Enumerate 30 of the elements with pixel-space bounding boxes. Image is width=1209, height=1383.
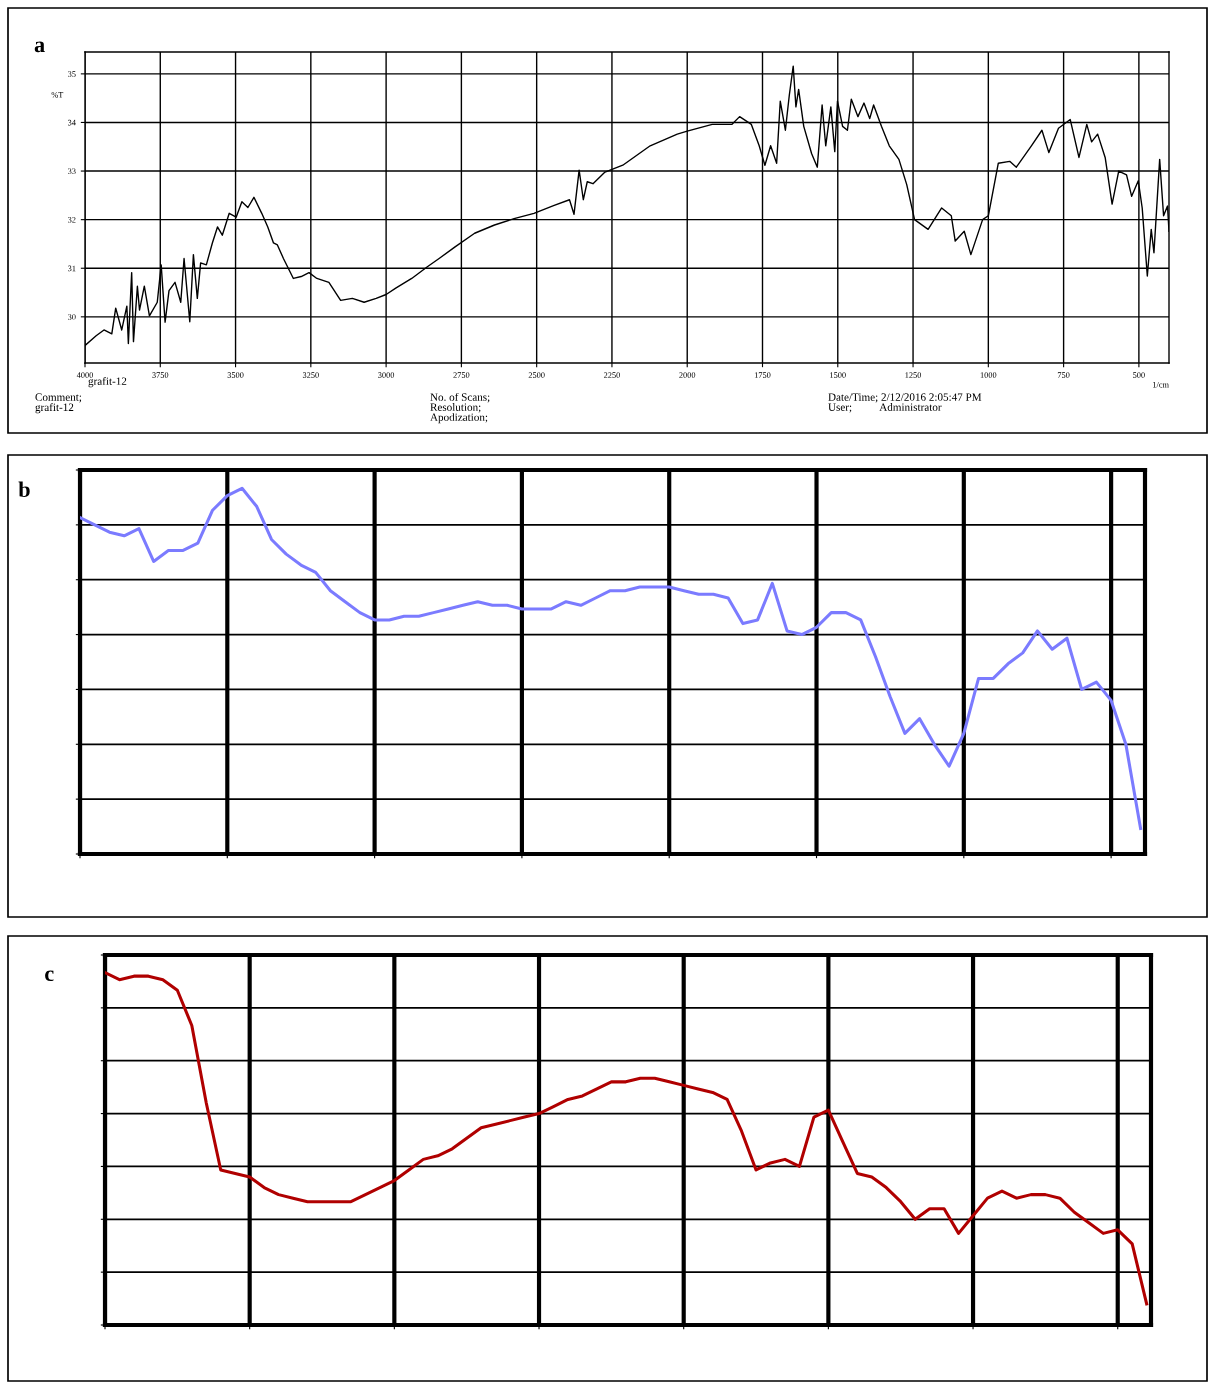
y-tick-label: 30 — [68, 314, 76, 320]
x-tick-label: 2750 — [453, 372, 470, 378]
x-tick-label: 500 — [1133, 372, 1145, 378]
x-tick-label: 1000 — [980, 372, 997, 378]
x-tick-label: 4000 — [76, 372, 94, 378]
text: No. of Scans; Resolution; Apodization; — [430, 392, 490, 424]
chart-title: c — [45, 970, 54, 982]
x-tick-label: 3500 — [227, 372, 244, 378]
text: Comment; grafit-12 — [35, 393, 82, 414]
y-tick-label: 31 — [68, 265, 76, 272]
x-axis-title: 1/cm — [1153, 381, 1169, 388]
x-tick-label: 750 — [1057, 372, 1070, 378]
x-tick-label: 1500 — [830, 372, 846, 378]
x-tick-label: 3250 — [302, 372, 319, 378]
x-tick-label: 2000 — [679, 372, 696, 378]
x-tick-label: 1250 — [905, 372, 922, 378]
y-tick-label: 35 — [68, 71, 76, 77]
y-axis-title: %T — [51, 92, 64, 98]
y-tick-label: 34 — [68, 119, 76, 126]
x-tick-label: 2500 — [528, 372, 545, 378]
text: Date/Time; 2/12/2016 2:05:47 PM User; Administrator — [828, 393, 982, 413]
y-tick-label: 32 — [68, 217, 76, 223]
chart-title: a — [34, 41, 45, 53]
x-tick-label: 1750 — [754, 372, 771, 378]
x-tick-label: 3750 — [152, 372, 169, 378]
x-tick-label: 2250 — [603, 372, 620, 378]
text: grafit-12 — [88, 377, 127, 388]
chart-title: b — [18, 481, 30, 498]
x-tick-label: 3000 — [378, 372, 395, 378]
y-tick-label: 33 — [68, 168, 76, 175]
